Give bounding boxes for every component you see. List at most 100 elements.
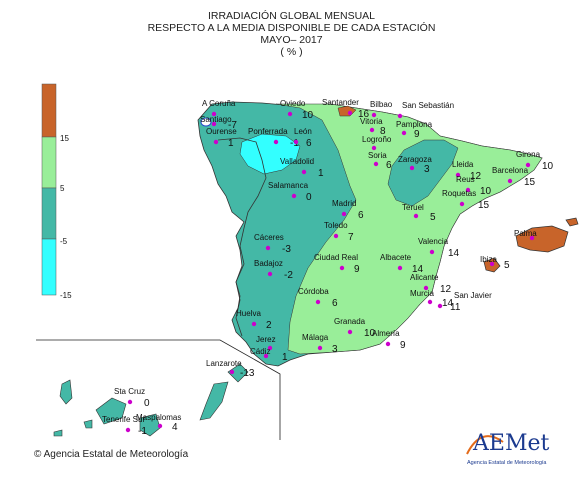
station-name: Alicante xyxy=(410,273,439,282)
station-name: A Coruña xyxy=(202,99,236,108)
station-marker xyxy=(333,233,339,239)
station-marker xyxy=(465,187,471,193)
station-value: 6 xyxy=(332,298,338,309)
station-name: Toledo xyxy=(324,221,348,230)
station-name: Barcelona xyxy=(492,166,529,175)
station-value: 14 xyxy=(442,298,454,309)
station-marker xyxy=(489,261,495,267)
station-name: Málaga xyxy=(302,333,329,342)
station-value: 15 xyxy=(524,177,536,188)
station-barcelona: Barcelona 15 xyxy=(492,166,536,188)
station-marker xyxy=(301,169,307,175)
region-coruna-blob xyxy=(200,117,212,127)
agency-name: Agencia Estatal de Meteorología xyxy=(43,449,189,460)
station-value: -2 xyxy=(284,270,293,281)
station-valladolid: Valladolid 1 xyxy=(280,157,324,179)
station-value: -1 xyxy=(138,426,147,437)
portugal-border xyxy=(217,137,267,337)
station-ourense: Ourense 1 xyxy=(206,127,237,149)
station-marker xyxy=(369,127,375,133)
station-value: 10 xyxy=(364,328,376,339)
station-name: Logroño xyxy=(362,135,392,144)
station-name: Valladolid xyxy=(280,157,314,166)
station-value: 6 xyxy=(306,138,312,149)
station-huelva: Huelva 2 xyxy=(236,309,272,331)
region-cyan xyxy=(239,133,301,175)
station-value: 1 xyxy=(282,352,288,363)
station-marker xyxy=(339,265,345,271)
station-marker xyxy=(459,201,465,207)
station-marker xyxy=(251,321,257,327)
title-line-3: MAYO– 2017 xyxy=(260,34,323,46)
legend-tick-minus5: -5 xyxy=(60,237,68,246)
station-name: Ibiza xyxy=(480,255,497,264)
station-marker xyxy=(397,265,403,271)
station-value: 1 xyxy=(318,168,324,179)
region-ebro-teal xyxy=(387,139,459,207)
station-name: Sta Cruz xyxy=(114,387,145,396)
station-reus: Reus 10 xyxy=(456,175,492,197)
station-name: Santander xyxy=(322,98,359,107)
island-gran-canaria xyxy=(139,413,161,437)
station-name: Ponferrada xyxy=(248,127,288,136)
station-marker xyxy=(273,139,279,145)
station-marker xyxy=(267,271,273,277)
station-value: 0 xyxy=(306,192,312,203)
station-name: Roquetas xyxy=(442,189,476,198)
island-la-gomera xyxy=(83,419,93,429)
station-value: 5 xyxy=(430,212,436,223)
station-name: Huelva xyxy=(236,309,261,318)
station-value: 9 xyxy=(414,129,420,140)
legend-swatch-low xyxy=(41,238,57,296)
station-name: Maspalomas xyxy=(136,413,181,422)
station-badajoz: Badajoz-2 xyxy=(254,259,293,281)
station-marker xyxy=(315,299,321,305)
station-value: 10 xyxy=(480,186,492,197)
station-name: Pamplona xyxy=(396,120,433,129)
station-value: -7 xyxy=(228,120,237,131)
station-name: Cádiz xyxy=(250,347,270,356)
station-name: Tenerife Sur xyxy=(102,415,145,424)
footer: © Agencia Estatal de Meteorología xyxy=(34,449,188,460)
map-title: IRRADIACIÓN GLOBAL MENSUAL RESPECTO A LA… xyxy=(0,10,583,58)
logo-swoosh xyxy=(466,435,504,455)
station-santiago: Santiago-7 xyxy=(200,115,237,131)
logo-brand: AEMet xyxy=(472,431,549,456)
station-marker xyxy=(293,139,299,145)
title-line-2: RESPECTO A LA MEDIA DISPONIBLE DE CADA E… xyxy=(147,22,436,34)
station-marker xyxy=(263,353,269,359)
station-name: Granada xyxy=(334,317,366,326)
island-menorca xyxy=(565,217,579,227)
station-name: Córdoba xyxy=(298,287,329,296)
station-granada: Granada 10 xyxy=(334,317,376,339)
logo-caption: Agencia Estatal de Meteorología xyxy=(467,460,547,466)
station-value: 4 xyxy=(172,422,178,433)
station-oviedo: Oviedo 10 xyxy=(280,99,314,121)
station-logrono: Logroño xyxy=(362,135,392,151)
station-name: Oviedo xyxy=(280,99,306,108)
station-marker xyxy=(373,161,379,167)
station-marker xyxy=(265,245,271,251)
station-santander: Santander 16 xyxy=(322,98,370,120)
station-name: Jerez xyxy=(256,335,276,344)
station-palma: Palma xyxy=(514,229,537,241)
station-marker xyxy=(267,345,273,351)
station-tenerife-sur: Tenerife Sur -1 xyxy=(102,415,147,437)
title-line-4: ( % ) xyxy=(280,46,303,58)
station-marker xyxy=(385,341,391,347)
station-value: 3 xyxy=(424,164,430,175)
station-marker xyxy=(455,172,461,178)
station-teruel: Teruel 5 xyxy=(402,203,436,223)
station-marker xyxy=(397,113,403,119)
legend-swatch-high xyxy=(41,83,57,138)
station-name: Madrid xyxy=(332,199,356,208)
station-marker xyxy=(427,299,433,305)
station-name: Almería xyxy=(372,329,400,338)
